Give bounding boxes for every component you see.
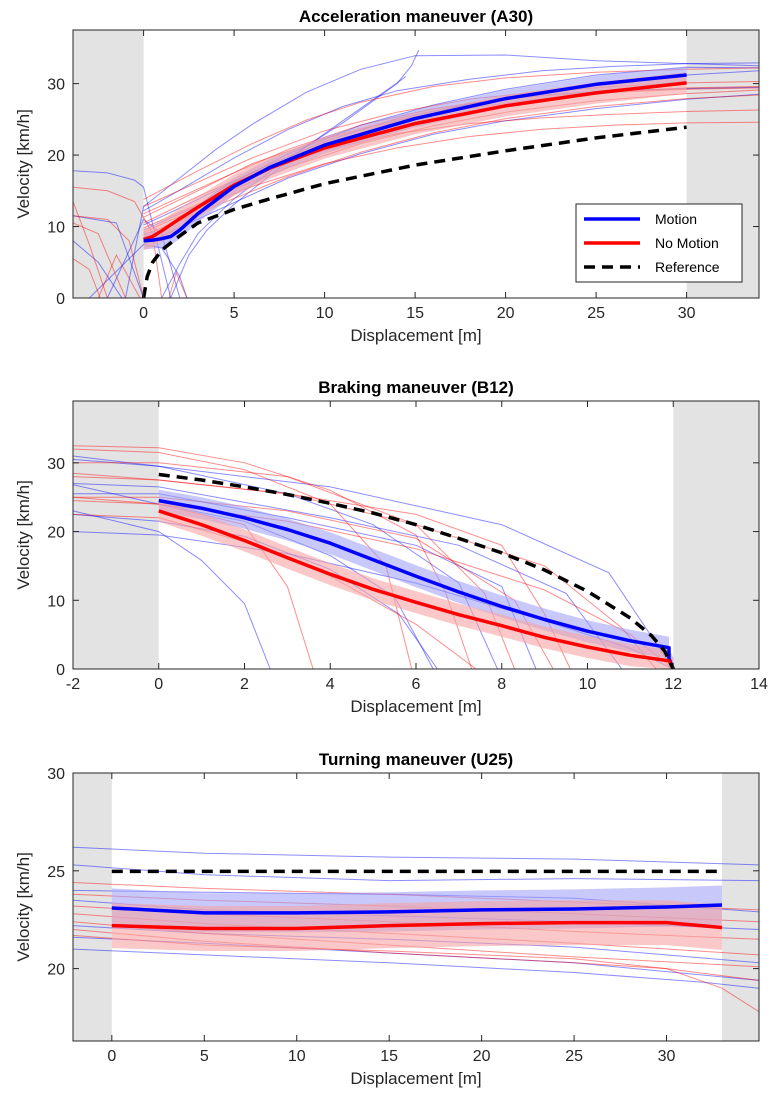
plot-content xyxy=(73,846,759,1013)
x-tick-label: 0 xyxy=(139,305,148,322)
shaded-region-2 xyxy=(673,401,759,669)
y-tick-label: 30 xyxy=(47,77,65,94)
series-line-reference xyxy=(158,472,675,669)
x-tick-label: 0 xyxy=(107,1048,116,1065)
legend-label-motion: Motion xyxy=(655,211,697,227)
axes-box xyxy=(72,772,760,1042)
y-axis-label: Velocity [km/h] xyxy=(14,109,33,219)
x-tick-label: 0 xyxy=(154,676,163,693)
trial-trace-14 xyxy=(73,201,108,298)
chart-panel-3: 0 5 10 15 20 25 30 20 25 30 Turning maneuver (U25)… xyxy=(14,750,760,1088)
chart-title: Braking maneuver (B12) xyxy=(318,378,514,397)
trial-trace-6 xyxy=(125,54,759,298)
chart-title: Acceleration maneuver (A30) xyxy=(299,7,533,26)
series-line-motion xyxy=(111,903,723,915)
trial-trace-19 xyxy=(73,258,101,298)
x-tick-label: 5 xyxy=(200,1048,209,1065)
x-tick-label: 10 xyxy=(579,676,597,693)
y-tick-label: 30 xyxy=(47,456,65,473)
x-tick-label: 2 xyxy=(240,676,249,693)
trial-trace-20 xyxy=(168,271,188,298)
x-axis-label: Displacement [m] xyxy=(350,697,481,716)
trial-trace-18 xyxy=(97,253,141,298)
confidence-band-motion xyxy=(158,489,674,669)
series-line-motion xyxy=(143,73,687,243)
y-tick-label: 0 xyxy=(56,662,65,679)
trial-trace-7 xyxy=(73,458,708,669)
x-tick-label: 5 xyxy=(230,305,239,322)
series-line-motion xyxy=(158,498,675,669)
x-tick-label: 30 xyxy=(658,1048,676,1065)
trial-trace-3 xyxy=(88,243,188,298)
x-tick-label: 12 xyxy=(664,676,682,693)
y-tick-label: 20 xyxy=(47,962,65,979)
y-axis-label: Velocity [km/h] xyxy=(14,852,33,962)
legend-label-reference: Reference xyxy=(655,259,720,275)
x-axis-label: Displacement [m] xyxy=(350,1069,481,1088)
trial-trace-2 xyxy=(73,215,145,298)
trial-trace-16 xyxy=(73,215,145,298)
y-tick-label: 10 xyxy=(47,220,65,237)
plot-content xyxy=(73,49,759,298)
plot-area xyxy=(73,401,759,669)
x-tick-label: 4 xyxy=(326,676,335,693)
trial-trace-14 xyxy=(73,472,708,669)
y-tick-label: 10 xyxy=(47,593,65,610)
y-axis-label: Velocity [km/h] xyxy=(14,480,33,590)
trial-trace-1 xyxy=(73,170,172,298)
chart-panel-1: 0 5 10 15 20 25 30 0 10 20 30 Acceleration maneuver… xyxy=(14,7,760,345)
x-tick-label: 25 xyxy=(587,305,605,322)
trial-trace-5 xyxy=(73,240,123,298)
x-tick-label: 10 xyxy=(316,305,334,322)
trial-trace-1 xyxy=(73,510,708,669)
trial-trace-1 xyxy=(73,846,759,866)
y-tick-label: 20 xyxy=(47,525,65,542)
x-tick-label: 20 xyxy=(473,1048,491,1065)
confidence-band-no-motion xyxy=(158,500,674,669)
x-tick-label: 15 xyxy=(380,1048,398,1065)
axes-box xyxy=(72,29,760,299)
trial-trace-25 xyxy=(143,67,759,200)
y-tick-label: 30 xyxy=(47,766,65,783)
x-tick-label: -2 xyxy=(66,676,80,693)
x-tick-label: 20 xyxy=(497,305,515,322)
x-tick-label: 10 xyxy=(288,1048,306,1065)
shaded-region-1 xyxy=(73,401,159,669)
x-tick-label: 14 xyxy=(750,676,768,693)
x-tick-label: 6 xyxy=(412,676,421,693)
series-line-no-motion xyxy=(111,920,723,931)
trial-trace-7 xyxy=(73,948,759,989)
shaded-region-1 xyxy=(73,30,144,298)
series-line-reference xyxy=(141,125,687,298)
x-tick-label: 30 xyxy=(678,305,696,322)
x-tick-label: 8 xyxy=(497,676,506,693)
trial-trace-17 xyxy=(73,222,126,298)
legend: Motion No Motion Reference xyxy=(575,203,743,283)
plot-content xyxy=(73,445,708,669)
trial-trace-10 xyxy=(73,448,708,669)
y-tick-label: 20 xyxy=(47,148,65,165)
chart-title: Turning maneuver (U25) xyxy=(319,750,513,769)
x-tick-label: 15 xyxy=(406,305,424,322)
trial-trace-2 xyxy=(73,864,759,882)
trial-trace-6 xyxy=(73,483,708,669)
shaded-region-2 xyxy=(722,773,759,1041)
x-tick-label: 25 xyxy=(565,1048,583,1065)
trial-trace-4 xyxy=(73,455,708,669)
trial-trace-15 xyxy=(73,186,163,298)
series-line-no-motion xyxy=(158,509,675,669)
trial-trace-28 xyxy=(143,94,759,236)
y-tick-label: 0 xyxy=(56,291,65,308)
trial-trace-7 xyxy=(143,62,759,212)
trial-trace-10 xyxy=(143,93,759,245)
x-axis-label: Displacement [m] xyxy=(350,326,481,345)
shaded-region-1 xyxy=(73,773,112,1041)
y-tick-label: 25 xyxy=(47,864,65,881)
legend-label-no-motion: No Motion xyxy=(655,235,719,251)
